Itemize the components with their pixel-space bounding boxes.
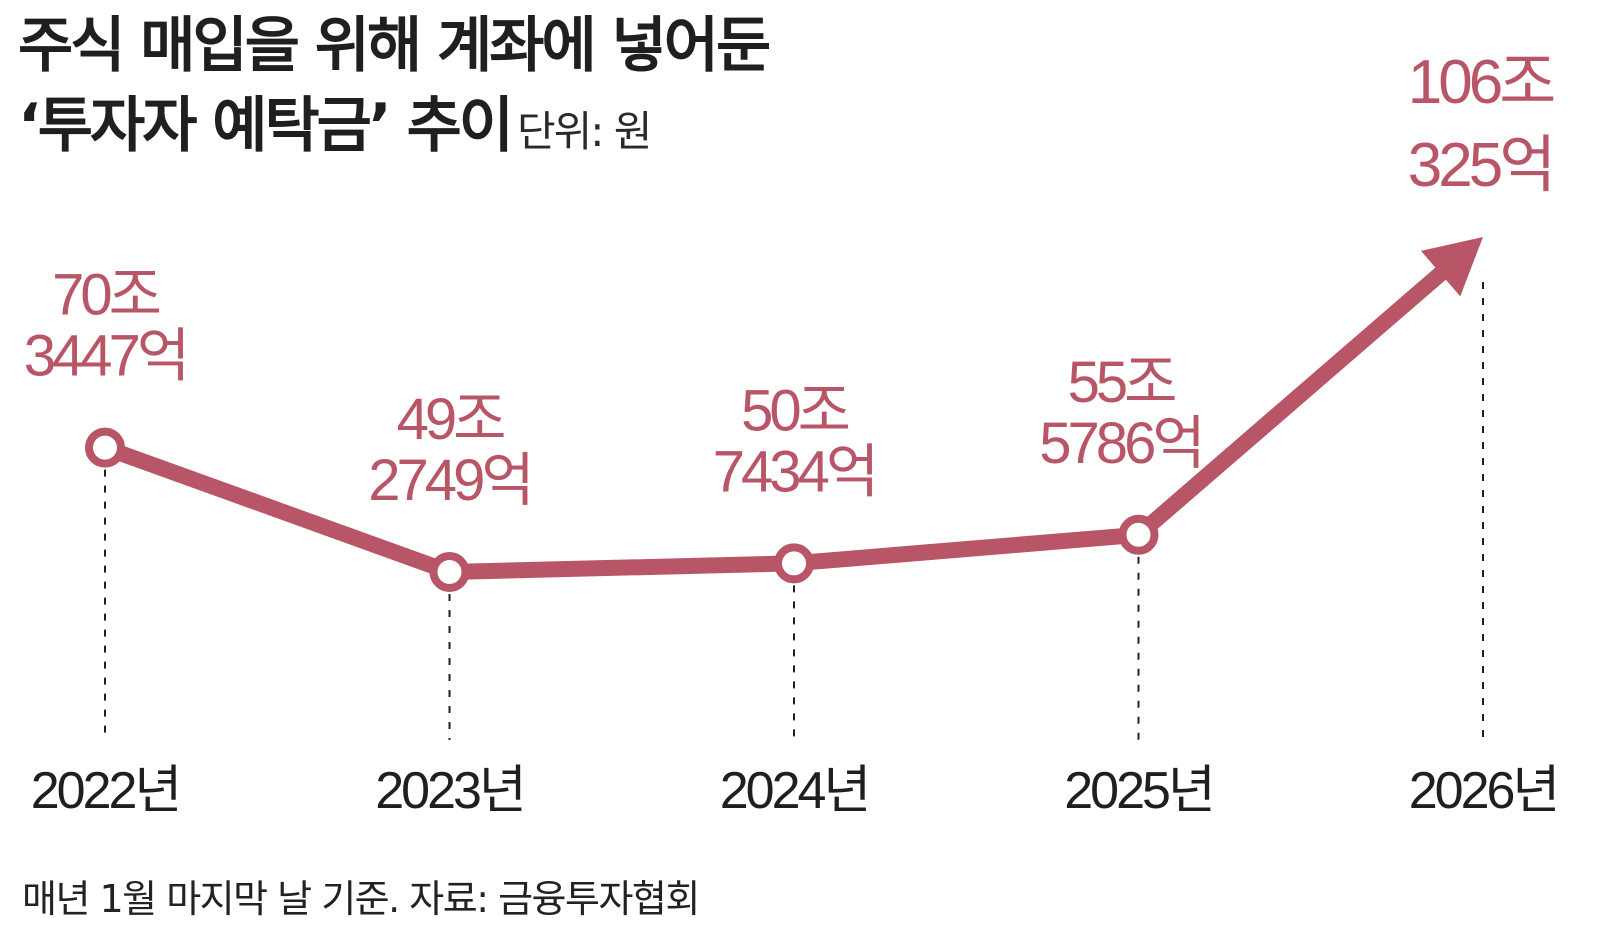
source-footnote: 매년 1월 마지막 날 기준. 자료: 금융투자협회 <box>22 877 700 921</box>
data-point-2 <box>774 543 814 584</box>
value-label-0-jo: 70조 <box>52 263 160 328</box>
arrow-head-point-4 <box>1421 237 1483 297</box>
guide-lines <box>104 282 1484 740</box>
value-label-4-jo: 106조 <box>1408 48 1553 117</box>
value-label-4-eok: 325억 <box>1408 131 1552 200</box>
x-tick-label-1: 2023년 <box>375 762 524 820</box>
data-point-0 <box>85 427 125 468</box>
data-points <box>85 427 1159 592</box>
x-axis-labels: 2022년 2023년 2024년 2025년 2026년 <box>31 762 1561 820</box>
value-label-2-jo: 50조 <box>741 378 849 443</box>
value-label-1-jo: 49조 <box>397 387 505 452</box>
chart-title-line-2: ‘투자자 예탁금’ 추이 단위: 원 <box>18 96 652 156</box>
value-label-0-eok: 3447억 <box>24 324 186 389</box>
value-label-2-eok: 7434억 <box>713 439 875 504</box>
x-tick-label-2: 2024년 <box>720 762 869 820</box>
x-tick-label-3: 2025년 <box>1064 762 1213 820</box>
value-label-1-eok: 2749억 <box>368 448 530 513</box>
value-label-3-jo: 55조 <box>1068 350 1176 415</box>
chart-title-text: ‘투자자 예탁금’ 추이 <box>18 91 514 161</box>
x-tick-label-4: 2026년 <box>1409 762 1558 820</box>
chart-title-line-1: 주식 매입을 위해 계좌에 넣어둔 <box>18 11 771 81</box>
unit-label: 단위: 원 <box>516 107 652 156</box>
data-point-1 <box>429 552 470 592</box>
data-point-3 <box>1118 514 1159 555</box>
value-label-3-eok: 5786억 <box>1039 411 1201 476</box>
x-tick-label-0: 2022년 <box>31 762 180 820</box>
